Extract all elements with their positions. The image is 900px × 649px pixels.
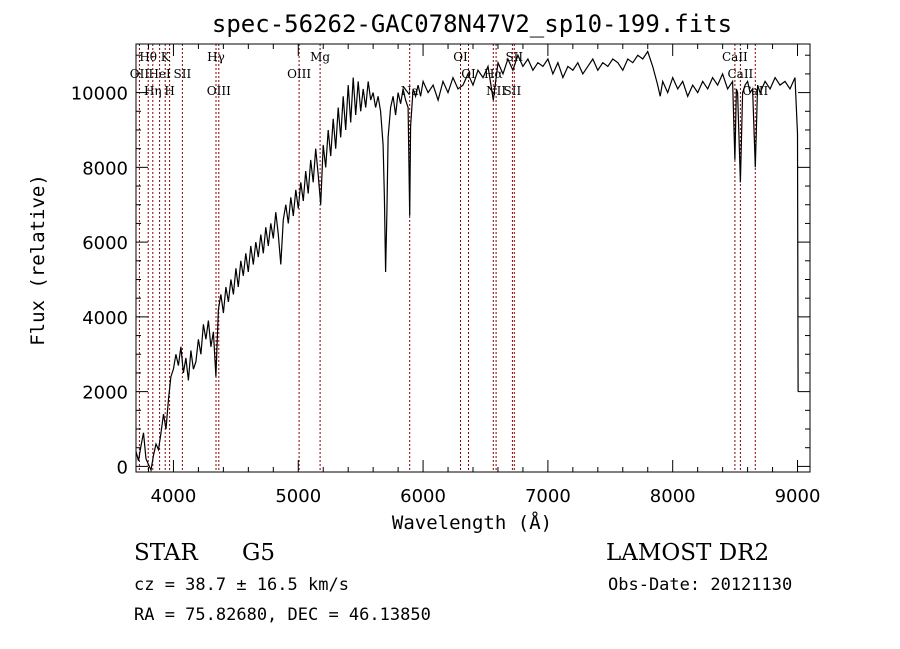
x-tick-label: 8000	[650, 486, 696, 507]
line-marker-label: SII	[505, 50, 523, 64]
line-marker-label: Mg	[310, 50, 330, 64]
line-marker-label: CaII	[722, 50, 748, 64]
y-tick-label: 8000	[82, 158, 128, 179]
line-marker-label: SII	[504, 84, 522, 98]
line-marker-label: Hθ	[139, 50, 157, 64]
line-marker-label: SII	[174, 67, 192, 81]
spectrum-line	[135, 50, 799, 473]
object-class: STAR	[134, 540, 198, 566]
line-marker-label: K	[161, 50, 171, 64]
line-marker-label: OIII	[287, 67, 311, 81]
coordinates: RA = 75.82680, DEC = 46.13850	[134, 605, 431, 625]
y-axis-label: Flux (relative)	[27, 174, 49, 346]
y-tick-label: 10000	[71, 84, 128, 105]
y-tick-label: 2000	[82, 383, 128, 404]
spectral-line-markers	[138, 44, 756, 472]
x-tick-label: 9000	[775, 486, 821, 507]
y-axis-ticks: 0 2000 4000 6000 8000 10000	[71, 54, 810, 478]
line-marker-label: Hγ	[207, 50, 225, 64]
line-marker-label: OIII	[207, 84, 231, 98]
x-tick-label: 4000	[151, 486, 197, 507]
line-marker-label: Hη	[144, 84, 162, 98]
line-marker-label: HeI	[148, 67, 171, 81]
object-subclass: G5	[242, 540, 275, 566]
chart-title: spec-56262-GAC078N47V2_sp10-199.fits	[212, 10, 732, 38]
line-marker-label: OI	[453, 50, 468, 64]
observation-date: Obs-Date: 20121130	[608, 575, 792, 595]
line-marker-label: CaII	[742, 84, 768, 98]
y-tick-label: 4000	[82, 308, 128, 329]
survey-name: LAMOST DR2	[606, 540, 769, 566]
x-axis-ticks: 4000 5000 6000 7000 8000 9000	[147, 44, 821, 507]
line-marker-label: CaII	[727, 67, 753, 81]
x-tick-label: 7000	[525, 486, 571, 507]
redshift-value: cz = 38.7 ± 16.5 km/s	[134, 575, 349, 595]
x-tick-label: 6000	[400, 486, 446, 507]
x-tick-label: 5000	[275, 486, 321, 507]
y-tick-label: 6000	[82, 233, 128, 254]
y-tick-label: 0	[117, 457, 128, 478]
line-marker-label: H	[164, 84, 174, 98]
x-axis-label: Wavelength (Å)	[392, 511, 552, 534]
line-marker-label: Na	[401, 84, 419, 98]
